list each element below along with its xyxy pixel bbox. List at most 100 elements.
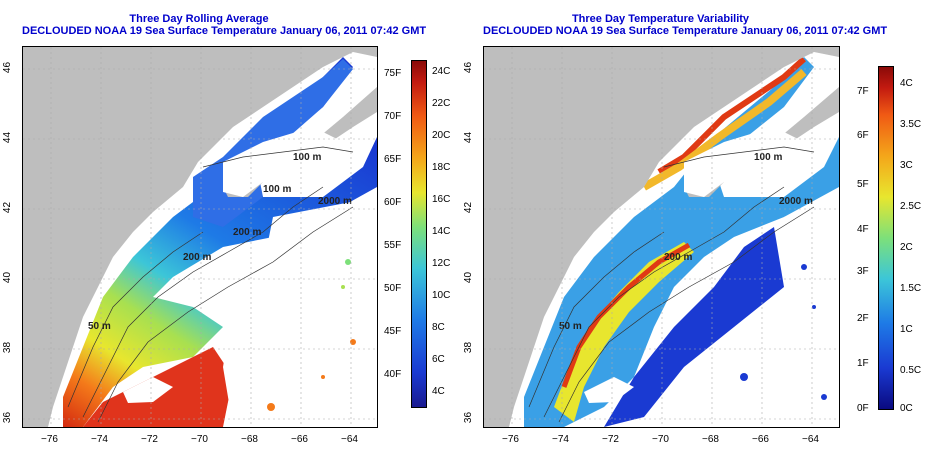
left-lat-tick: 44 [2,131,14,144]
left-sst-field [63,57,377,427]
right-contour-label-2000m: 2000 m [779,196,813,207]
left-cbar-c-label: 8C [432,322,445,333]
left-lon-tick: −74 [91,434,108,445]
left-colorbar [411,60,427,408]
left-lon-tick: −70 [191,434,208,445]
right-cbar-c-label: 1.5C [900,283,922,294]
right-cbar-f-label: 4F [857,224,869,235]
left-cloud-hatteras [123,377,173,403]
left-contour-label-200m-b: 200 m [233,227,261,238]
left-cbar-c-label: 24C [432,66,451,77]
left-lat-tick: 40 [2,271,14,284]
left-cbar-f-label: 75F [384,68,402,79]
left-title-line1: Three Day Rolling Average [129,13,269,25]
left-contour-label-200m-a: 200 m [183,252,211,263]
left-cbar-f-label: 45F [384,326,402,337]
left-contour-label-2000m: 2000 m [318,196,352,207]
left-cbar-c-label: 18C [432,162,451,173]
right-cbar-c-label: 0C [900,403,913,414]
right-lat-tick: 40 [463,271,475,284]
right-cloud-offshore [644,197,839,427]
right-cbar-c-label: 0.5C [900,365,922,376]
right-colorbar [878,66,894,410]
right-lat-tick: 38 [463,341,475,354]
right-cloud-gulf-of-maine [684,127,804,197]
right-lat-tick: 42 [463,201,475,214]
right-lon-tick: −70 [652,434,669,445]
right-cbar-f-label: 3F [857,266,869,277]
left-title-line2: DECLOUDED NOAA 19 Sea Surface Temperatur… [22,25,427,37]
left-lat-tick: 36 [2,411,14,424]
left-lon-tick: −72 [141,434,158,445]
right-cbar-c-label: 3.5C [900,119,922,130]
right-lon-tick: −68 [702,434,719,445]
left-contour-label-50m: 50 m [88,321,111,332]
left-isobath-200m [82,186,324,418]
right-isobath-50m [528,231,665,408]
left-cbar-c-label: 4C [432,386,445,397]
right-variability-map: 100 m 2000 m 200 m 50 m [483,46,840,428]
left-contour-label-100m-a: 100 m [293,152,321,163]
left-cbar-f-label: 55F [384,240,402,251]
right-map-title: Three Day Temperature Variability DECLOU… [483,13,888,37]
left-lat-tick: 46 [2,61,14,74]
right-cbar-f-label: 0F [857,403,869,414]
right-isobath-100m [663,146,815,168]
right-cbar-f-label: 7F [857,86,869,97]
right-title-line1: Three Day Temperature Variability [571,13,750,25]
left-contour-label-100m-b: 100 m [263,184,291,195]
right-cbar-c-label: 2C [900,242,913,253]
left-cbar-f-label: 65F [384,154,402,165]
left-cbar-f-label: 60F [384,197,402,208]
left-cbar-c-label: 14C [432,226,451,237]
right-contour-label-100m: 100 m [754,152,782,163]
left-cbar-c-label: 16C [432,194,451,205]
left-cbar-c-label: 6C [432,354,445,365]
right-isobath-200m [543,186,785,418]
right-cbar-c-label: 3C [900,160,913,171]
right-contour-label-50m: 50 m [559,321,582,332]
right-lat-tick: 36 [463,411,475,424]
left-isobath-50m [67,231,204,408]
right-land-nova-scotia [774,87,839,147]
left-land-nova-scotia [313,87,377,147]
left-lon-tick: −76 [41,434,58,445]
left-isobath-100m [202,146,354,168]
left-isobath-2000m [97,206,354,423]
right-low-variability-offshore [604,227,784,427]
left-cbar-c-label: 10C [432,290,451,301]
right-cbar-f-label: 1F [857,358,869,369]
right-lat-tick: 46 [463,61,475,74]
right-lon-tick: −74 [552,434,569,445]
right-isobath-2000m [558,206,815,423]
left-lon-tick: −66 [291,434,308,445]
right-lat-tick: 44 [463,131,475,144]
right-lon-tick: −64 [802,434,819,445]
right-lon-tick: −66 [752,434,769,445]
left-lon-tick: −64 [341,434,358,445]
right-cbar-f-label: 2F [857,313,869,324]
left-graticule [23,47,377,427]
right-graticule [484,47,839,427]
right-contour-label-200m: 200 m [664,252,692,263]
right-cbar-c-label: 1C [900,324,913,335]
left-cloud-gulf-of-maine [223,127,343,197]
left-sst-map: 100 m 100 m 2000 m 200 m 200 m 50 m [22,46,378,428]
right-land-north [484,47,839,427]
right-cbar-c-label: 4C [900,78,913,89]
left-cbar-c-label: 12C [432,258,451,269]
left-cbar-f-label: 70F [384,111,402,122]
left-land-north [23,47,377,427]
left-cbar-f-label: 50F [384,283,402,294]
left-cbar-c-label: 20C [432,130,451,141]
right-title-line2: DECLOUDED NOAA 19 Sea Surface Temperatur… [483,25,888,37]
left-lat-tick: 38 [2,341,14,354]
right-high-variability-shelf [554,242,694,422]
right-gulf-maine-mid [642,68,807,191]
right-lon-tick: −76 [502,434,519,445]
right-cbar-f-label: 6F [857,130,869,141]
right-cbar-c-label: 2.5C [900,201,922,212]
left-cbar-c-label: 22C [432,98,451,109]
left-map-title: Three Day Rolling Average DECLOUDED NOAA… [22,13,427,37]
right-cbar-f-label: 5F [857,179,869,190]
